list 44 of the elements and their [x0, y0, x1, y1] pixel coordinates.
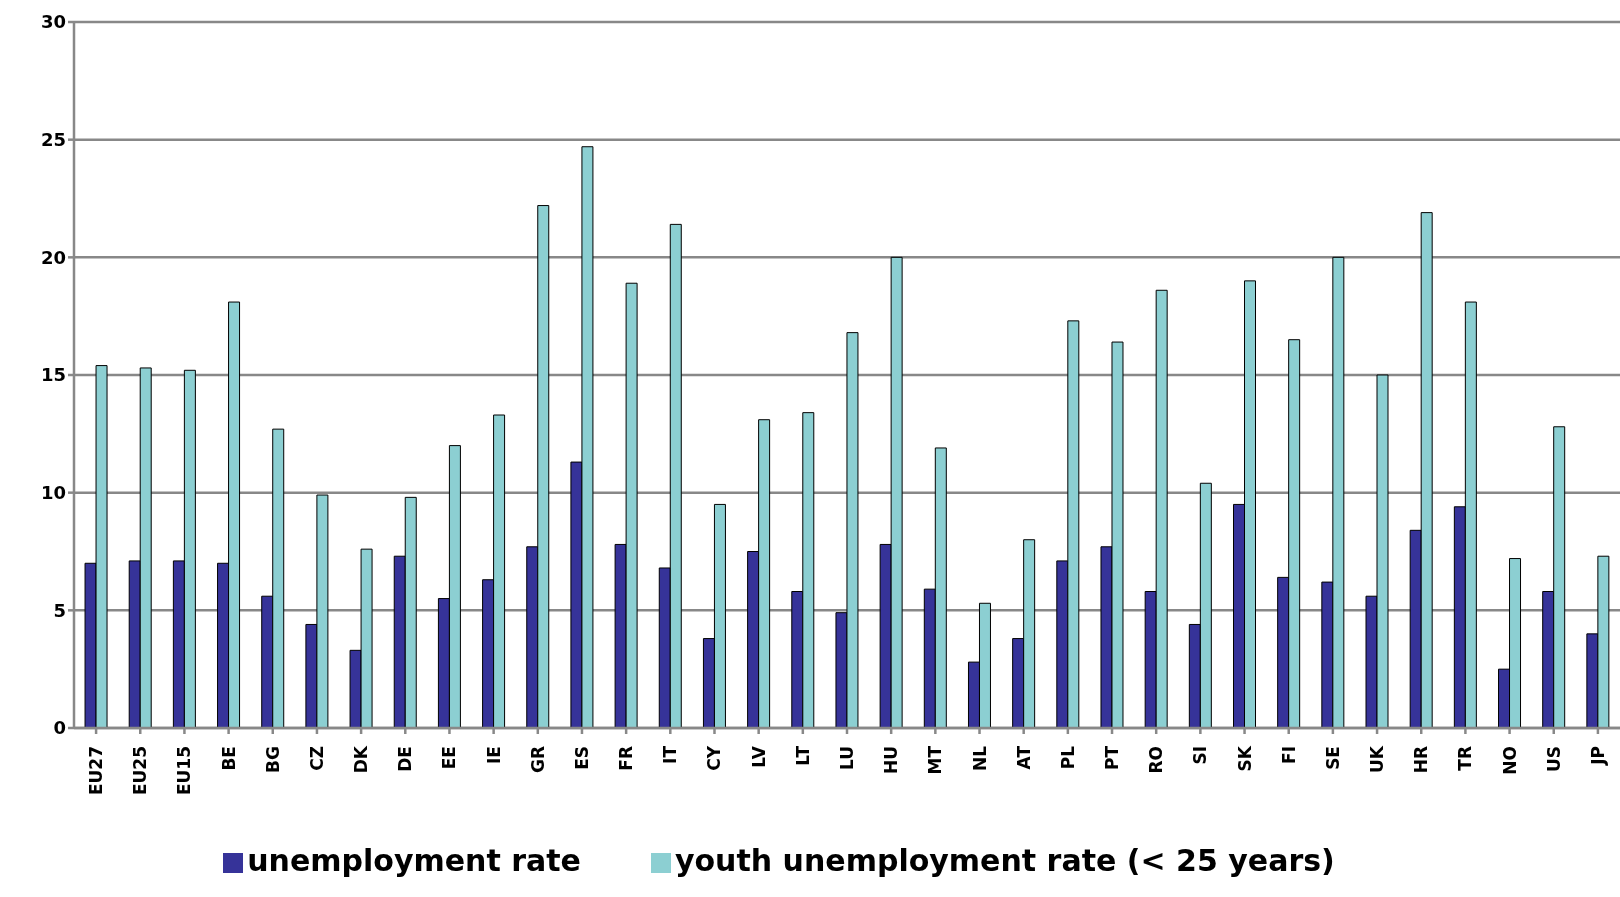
- y-tick-label: 20: [40, 246, 66, 268]
- x-tick-label: SK: [1234, 745, 1255, 772]
- x-tick-label: DE: [395, 746, 416, 772]
- y-tick-label: 15: [40, 364, 66, 386]
- legend-label: youth unemployment rate (< 25 years): [674, 843, 1335, 878]
- x-tick-label: UK: [1367, 745, 1388, 773]
- x-tick-label: CY: [704, 745, 725, 771]
- x-tick-label: EU25: [130, 746, 151, 796]
- x-tick-label: LU: [837, 746, 857, 771]
- x-tick-label: JP: [1587, 746, 1608, 766]
- x-tick-label: EE: [439, 746, 460, 770]
- x-tick-label: DK: [351, 745, 372, 774]
- y-tick-label: 25: [40, 129, 66, 151]
- x-tick-label: AT: [1013, 745, 1034, 770]
- x-tick-label: BE: [218, 746, 239, 771]
- x-tick-label: PT: [1102, 745, 1123, 771]
- x-tick-label: ES: [571, 746, 592, 770]
- x-tick-label: GR: [527, 746, 548, 774]
- x-tick-label: BG: [262, 746, 283, 773]
- y-tick-label: 5: [53, 599, 66, 621]
- y-tick-label: 10: [40, 482, 66, 504]
- x-tick-label: IT: [660, 745, 681, 764]
- x-tick-label: HR: [1411, 746, 1432, 774]
- x-tick-label: MT: [925, 745, 946, 775]
- x-tick-label: HU: [881, 746, 902, 775]
- x-tick-label: US: [1543, 746, 1564, 773]
- x-tick-label: CZ: [306, 746, 327, 771]
- y-tick-label: 30: [40, 11, 66, 33]
- x-tick-label: FI: [1278, 746, 1299, 764]
- x-tick-label: TR: [1455, 746, 1476, 771]
- x-tick-label: NL: [969, 745, 990, 772]
- x-tick-label: IE: [483, 746, 504, 764]
- x-tick-label: PL: [1057, 745, 1078, 770]
- x-tick-label: RO: [1146, 746, 1167, 774]
- x-tick-label: EU15: [174, 746, 195, 796]
- x-tick-label: NO: [1499, 746, 1520, 775]
- x-tick-label: FR: [616, 746, 637, 771]
- x-tick-label: SI: [1190, 746, 1211, 765]
- x-tick-label: SE: [1322, 746, 1343, 770]
- x-tick-label: LT: [792, 745, 813, 766]
- legend-label: unemployment rate: [247, 843, 581, 878]
- x-tick-label: LV: [748, 745, 769, 768]
- y-tick-label: 0: [53, 717, 66, 739]
- x-tick-label: EU27: [86, 746, 107, 796]
